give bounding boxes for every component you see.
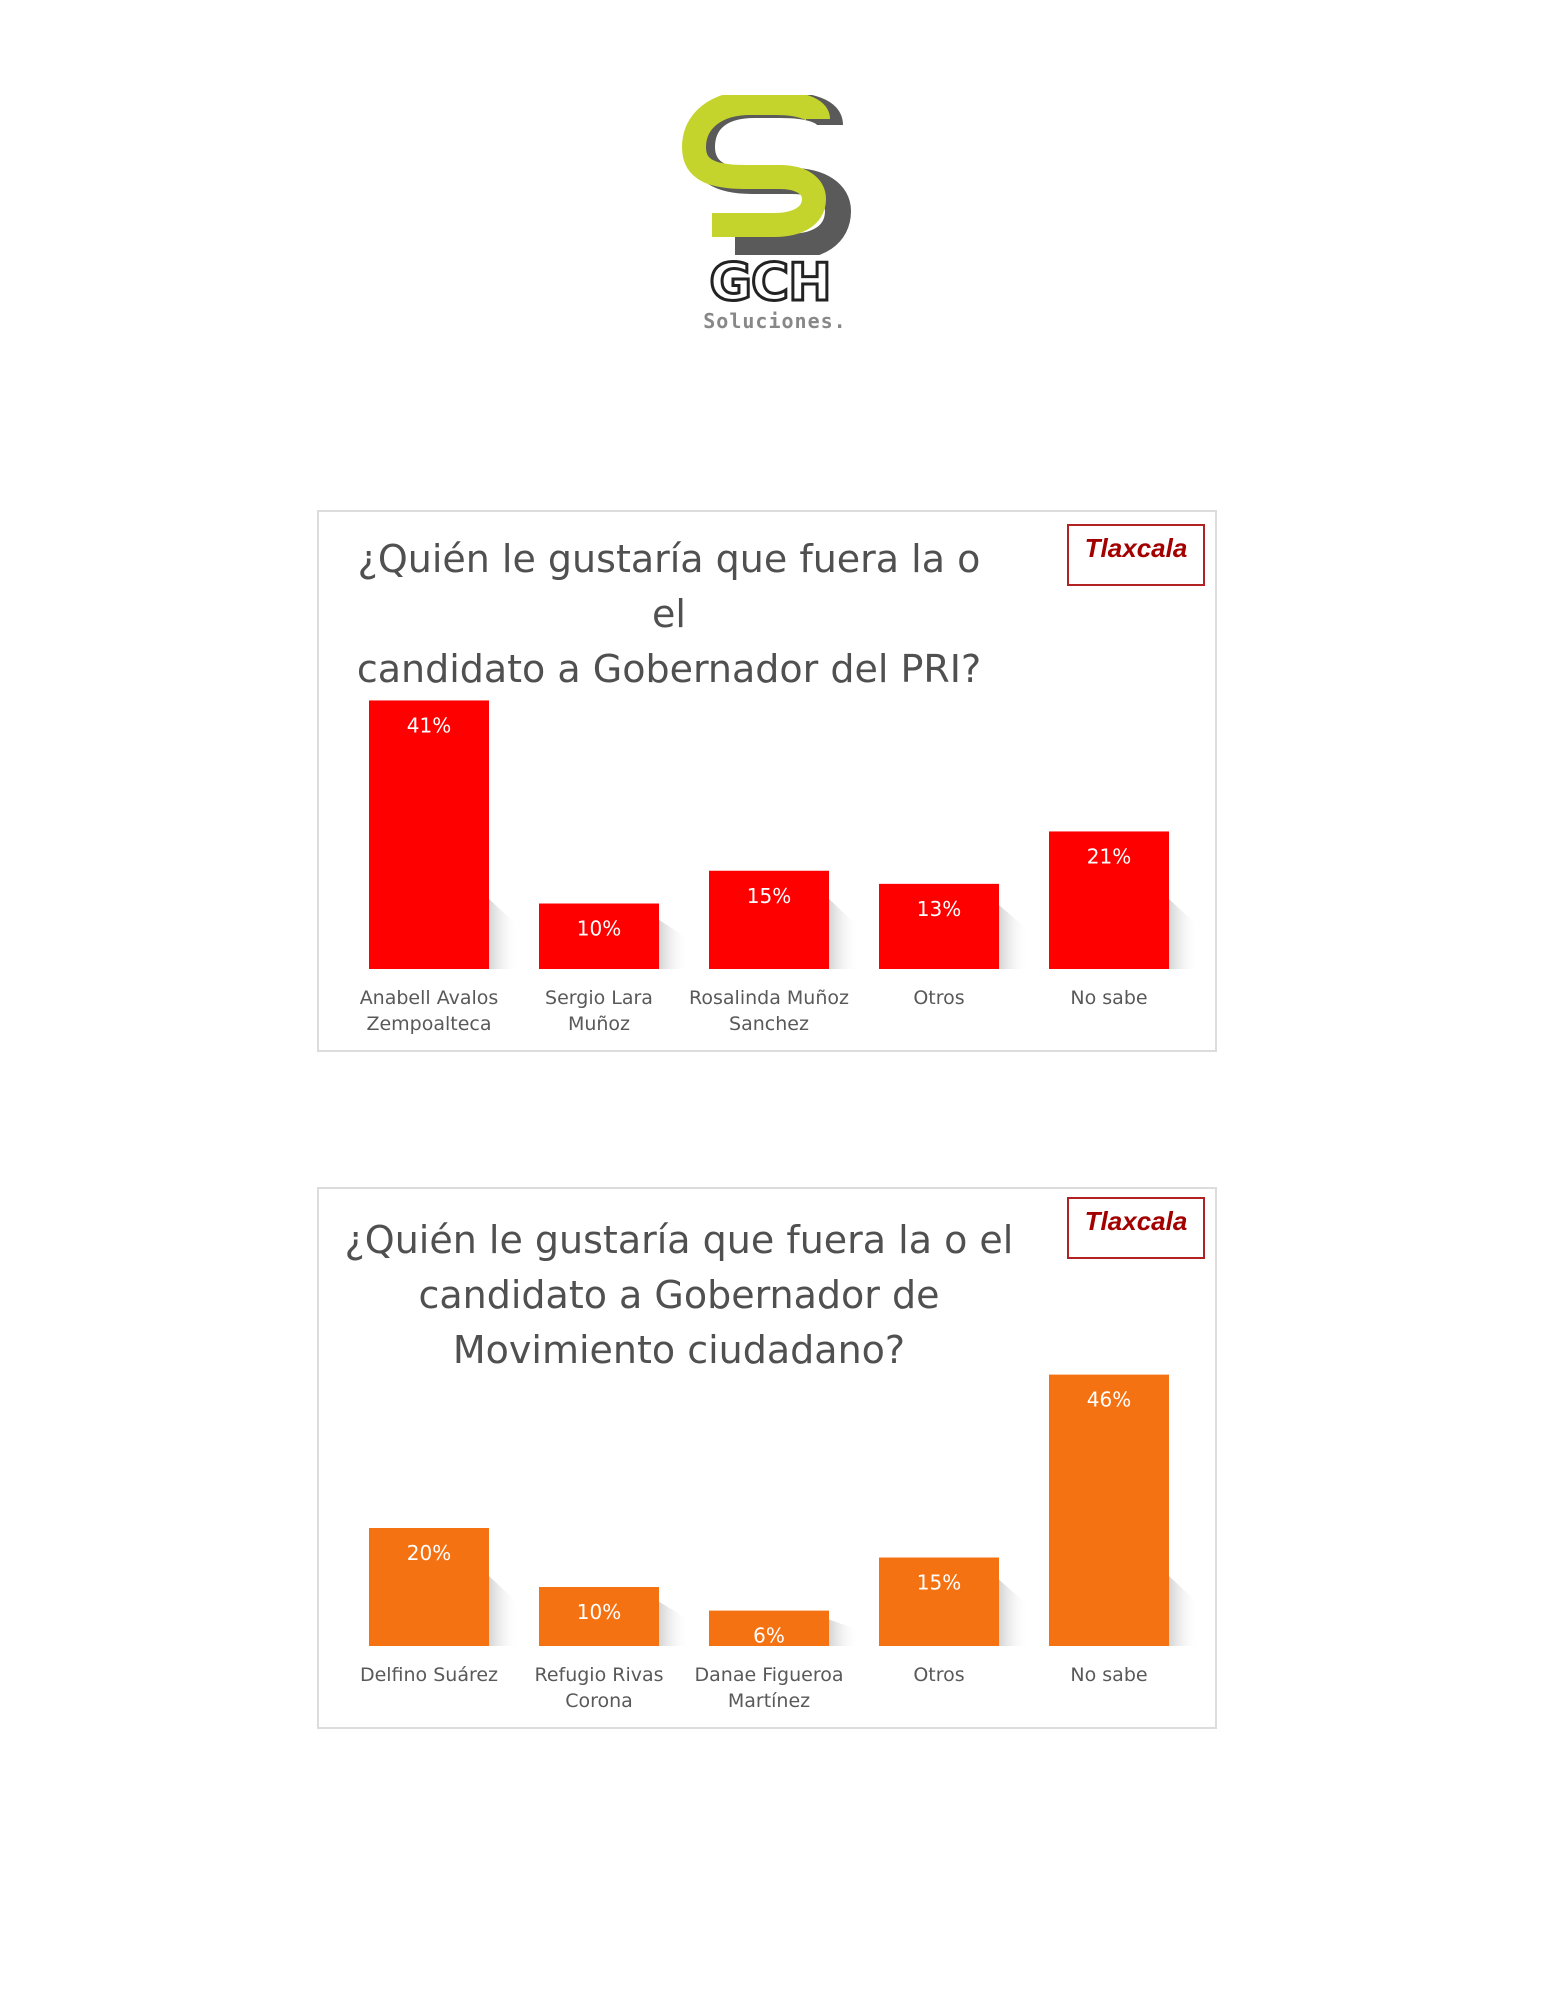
chart-card-movimiento-ciudadano: ¿Quién le gustaría que fuera la o el can… (317, 1187, 1217, 1729)
bar-shadow (999, 1579, 1029, 1646)
bar-shadow (829, 1619, 859, 1646)
bar (879, 883, 999, 969)
bar (1049, 831, 1169, 969)
category-label: Muñoz (568, 1013, 630, 1035)
category-label: No sabe (1070, 987, 1147, 1009)
category-label: Rosalinda Muñoz (689, 987, 849, 1009)
bar-shadow (659, 1601, 689, 1646)
bar-value-label: 46% (1087, 1388, 1131, 1412)
bar-value-label: 15% (917, 1571, 961, 1595)
chart-title-line: ¿Quién le gustaría que fuera la o el (344, 1218, 1014, 1262)
bar-value-label: 15% (747, 884, 791, 908)
bar (879, 1557, 999, 1646)
region-badge: Tlaxcala (1067, 524, 1205, 586)
category-label: Delfino Suárez (360, 1664, 498, 1686)
logo-brand-text: GCH (708, 252, 833, 315)
category-label: Zempoalteca (366, 1013, 491, 1035)
category-label: Corona (565, 1690, 633, 1712)
bar-shadow (999, 905, 1029, 969)
category-label: Otros (913, 1664, 964, 1686)
logo-tagline: Soluciones. (703, 309, 847, 333)
bar-shadow (1169, 1576, 1199, 1646)
bar (369, 700, 489, 969)
bar-shadow (489, 899, 519, 969)
chart-title-line: candidato a Gobernador de (418, 1273, 940, 1317)
bar-chart-plot: 20% Delfino Suárez 10% Refugio Rivas Corona 6… (360, 1374, 1199, 1712)
bar (369, 1528, 489, 1646)
chart-title-line: candidato a Gobernador del PRI? (356, 647, 982, 691)
bar (709, 870, 829, 969)
bar (539, 903, 659, 969)
category-label: Otros (913, 987, 964, 1009)
bar-chart-plot: 41% Anabell Avalos Zempoalteca 10% Sergio La… (360, 700, 1199, 1035)
bar-value-label: 13% (917, 897, 961, 921)
bar-value-label: 41% (407, 713, 451, 737)
category-label: Anabell Avalos (360, 987, 499, 1009)
region-badge: Tlaxcala (1067, 1197, 1205, 1259)
bar-value-label: 20% (407, 1541, 451, 1565)
category-label: Refugio Rivas (534, 1664, 663, 1686)
bar-value-label: 10% (577, 1600, 621, 1624)
bar-shadow (1169, 899, 1199, 969)
category-label: No sabe (1070, 1664, 1147, 1686)
bar-value-label: 21% (1087, 844, 1131, 868)
chart-title-line: Movimiento ciudadano? (452, 1328, 906, 1372)
chart-card-pri: ¿Quién le gustaría que fuera la o el can… (317, 510, 1217, 1052)
category-label: Danae Figueroa (695, 1664, 844, 1686)
bar-shadow (489, 1576, 519, 1646)
chart-title: ¿Quién le gustaría que fuera la o el can… (339, 532, 999, 697)
chart-title: ¿Quién le gustaría que fuera la o el can… (339, 1213, 1019, 1378)
company-logo: GCH Soluciones. (680, 95, 860, 345)
bar-shadow (659, 919, 689, 969)
bar-value-label: 6% (753, 1624, 785, 1648)
bar-value-label: 10% (577, 917, 621, 941)
bar (539, 1587, 659, 1646)
category-label: Martínez (728, 1690, 810, 1712)
category-label: Sanchez (729, 1013, 809, 1035)
chart-title-line: ¿Quién le gustaría que fuera la o el (357, 537, 981, 636)
logo-s-mark-icon (681, 95, 852, 255)
bar (709, 1610, 829, 1646)
bar-shadow (829, 899, 859, 969)
category-label: Sergio Lara (545, 987, 653, 1009)
bar (1049, 1374, 1169, 1646)
